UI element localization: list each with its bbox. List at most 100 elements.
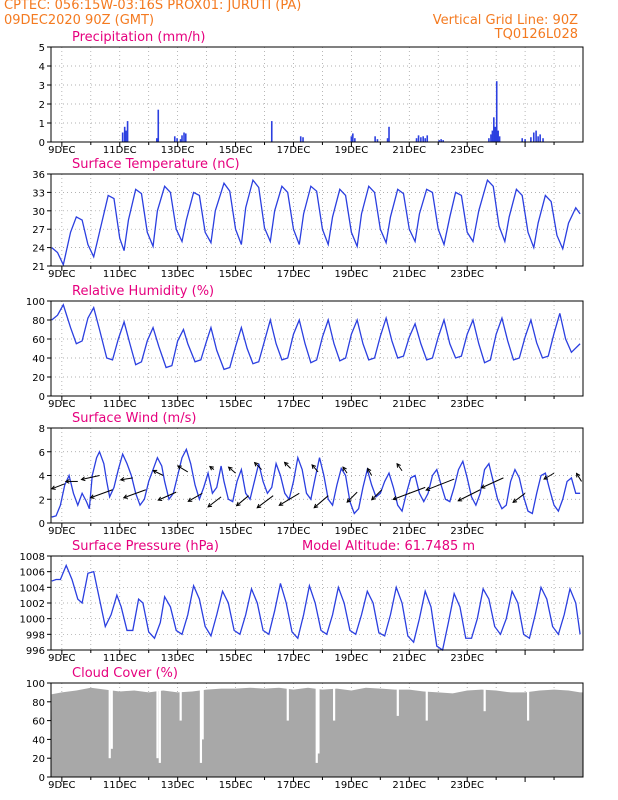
x-tick-label: 23DEC bbox=[450, 526, 484, 537]
precip-bar bbox=[183, 132, 185, 142]
x-tick-label: 15DEC bbox=[219, 399, 253, 410]
wind-arrow-head bbox=[89, 494, 95, 499]
wind-arrow bbox=[284, 462, 291, 469]
y-tick-label: 1006 bbox=[20, 568, 45, 579]
wind-arrow bbox=[123, 489, 146, 499]
y-tick-label: 0 bbox=[39, 519, 45, 530]
cloud-cover-gap bbox=[201, 683, 204, 740]
y-tick-label: 100 bbox=[26, 297, 45, 308]
panel-title: Cloud Cover (%) bbox=[72, 666, 178, 681]
precip-bar bbox=[179, 139, 182, 142]
precip-bar bbox=[121, 132, 124, 142]
wind-arrow bbox=[158, 491, 177, 501]
precip-bar bbox=[173, 136, 176, 142]
wind-arrow-head bbox=[122, 494, 128, 499]
precip-bar bbox=[494, 126, 497, 142]
header-date: 09DEC2020 90Z (GMT) bbox=[4, 13, 155, 28]
precip-bar bbox=[417, 135, 420, 142]
panel-frame bbox=[50, 300, 584, 397]
x-tick-label: 11DEC bbox=[103, 780, 137, 791]
x-tick-label: 9DEC bbox=[48, 145, 75, 156]
wind-arrow-head bbox=[64, 479, 70, 484]
y-tick-label: 3 bbox=[39, 81, 45, 92]
x-tick-label: 15DEC bbox=[219, 780, 253, 791]
y-tick-label: 60 bbox=[32, 335, 45, 346]
y-tick-label: 60 bbox=[32, 717, 45, 728]
cloud-cover-gap bbox=[108, 683, 111, 759]
x-tick-label: 15DEC bbox=[219, 526, 253, 537]
x-tick-label: 17DEC bbox=[277, 653, 311, 664]
wind-arrow-head bbox=[575, 472, 581, 478]
wind-arrow-head bbox=[278, 501, 284, 506]
precip-bar bbox=[376, 139, 379, 142]
x-tick-label: 9DEC bbox=[48, 653, 75, 664]
y-tick-label: 80 bbox=[32, 698, 45, 709]
wind-arrow-head bbox=[311, 464, 317, 469]
precip-bar bbox=[424, 138, 427, 142]
wind-arrow bbox=[393, 486, 426, 500]
x-tick-label: 15DEC bbox=[219, 653, 253, 664]
y-tick-label: 0 bbox=[39, 773, 45, 784]
cloud-cover-gap bbox=[179, 683, 182, 721]
x-tick-label: 21DEC bbox=[392, 653, 426, 664]
precip-bar bbox=[125, 130, 127, 142]
precip-bar bbox=[530, 137, 532, 142]
x-tick-label: 9DEC bbox=[48, 780, 75, 791]
x-tick-label: 19DEC bbox=[335, 399, 369, 410]
y-tick-label: 80 bbox=[32, 316, 45, 327]
wind-arrow-head bbox=[543, 475, 549, 480]
precip-bar bbox=[299, 136, 302, 142]
wind-arrow bbox=[120, 477, 133, 481]
wind-arrow-head bbox=[425, 486, 431, 492]
y-tick-label: 21 bbox=[32, 262, 45, 273]
panel-6: Cloud Cover (%) 0 20 40 60 80 100 9DEC 11DEC 13DE… bbox=[26, 666, 584, 791]
wind-arrow-head bbox=[313, 503, 319, 509]
wind-arrow bbox=[236, 495, 249, 507]
x-tick-label: 13DEC bbox=[161, 526, 195, 537]
series-line bbox=[51, 178, 581, 267]
y-tick-label: 20 bbox=[32, 373, 45, 384]
wind-arrow-head bbox=[396, 462, 401, 468]
x-tick-label: 13DEC bbox=[161, 269, 195, 280]
x-tick-label: 23DEC bbox=[450, 780, 484, 791]
wind-arrow-head bbox=[80, 476, 86, 482]
wind-arrow-head bbox=[176, 465, 182, 470]
wind-arrow bbox=[371, 489, 383, 501]
wind-arrow-head bbox=[512, 498, 518, 503]
precip-bar bbox=[388, 126, 390, 142]
wind-arrow-head bbox=[256, 503, 262, 509]
precip-bar bbox=[157, 109, 160, 142]
y-tick-label: 1002 bbox=[20, 599, 45, 610]
x-tick-label: 21DEC bbox=[392, 269, 426, 280]
y-tick-label: 8 bbox=[39, 424, 45, 435]
x-tick-label: 19DEC bbox=[335, 269, 369, 280]
cloud-cover-gap bbox=[425, 683, 428, 721]
wind-arrow bbox=[81, 475, 100, 480]
wind-arrow bbox=[279, 492, 300, 506]
x-tick-label: 19DEC bbox=[335, 526, 369, 537]
precip-bar bbox=[422, 136, 424, 142]
x-tick-label: 9DEC bbox=[48, 399, 75, 410]
y-tick-label: 40 bbox=[32, 354, 45, 365]
wind-arrow-head bbox=[253, 461, 259, 467]
y-tick-label: 0 bbox=[39, 138, 45, 149]
wind-arrow-head bbox=[283, 461, 289, 467]
precip-bar bbox=[302, 137, 304, 142]
cloud-cover-gap bbox=[317, 683, 320, 754]
panel-frame bbox=[50, 173, 584, 267]
y-tick-label: 20 bbox=[32, 754, 45, 765]
y-tick-label: 4 bbox=[39, 62, 45, 73]
y-tick-label: 30 bbox=[32, 207, 45, 218]
wind-arrow bbox=[228, 466, 236, 474]
precip-bar bbox=[126, 121, 129, 142]
precip-bar bbox=[184, 133, 187, 142]
wind-arrow bbox=[457, 489, 481, 502]
header-grid-note: Vertical Grid Line: 90Z bbox=[432, 13, 578, 28]
wind-arrow bbox=[207, 496, 222, 508]
x-tick-label: 19DEC bbox=[335, 145, 369, 156]
y-tick-label: 2 bbox=[39, 100, 45, 111]
header-model-code: TQ0126L028 bbox=[494, 27, 578, 42]
x-tick-label: 17DEC bbox=[277, 780, 311, 791]
wind-arrow bbox=[311, 464, 319, 473]
